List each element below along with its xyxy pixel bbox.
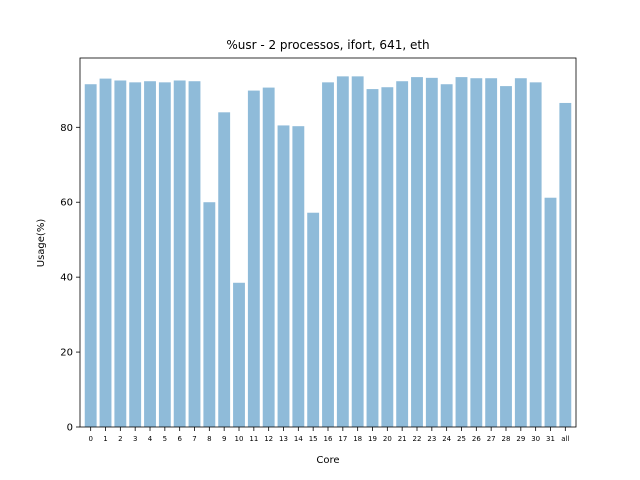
bar-core-4	[144, 81, 156, 427]
x-tick-label: 4	[148, 435, 153, 443]
bar-core-23	[425, 77, 438, 427]
x-tick-label: all	[561, 435, 569, 443]
x-tick-label: 17	[338, 435, 347, 443]
x-tick-label: 15	[309, 435, 318, 443]
x-tick-label: 8	[207, 435, 211, 443]
x-axis-label: Core	[316, 455, 339, 466]
bar-core-26	[470, 78, 483, 427]
x-tick-label: 12	[264, 435, 273, 443]
bar-core-30	[529, 82, 542, 427]
bar-core-all	[559, 102, 572, 427]
x-tick-label: 22	[413, 435, 422, 443]
bar-core-13	[277, 125, 290, 428]
bar-core-6	[173, 80, 186, 427]
bar-core-29	[514, 78, 527, 427]
bar-core-0	[84, 84, 97, 427]
x-tick-label: 23	[427, 435, 436, 443]
bars-group	[84, 76, 572, 428]
bar-core-19	[366, 89, 379, 427]
y-tick-label: 20	[60, 348, 73, 359]
bar-core-3	[129, 82, 142, 427]
x-tick-label: 11	[249, 435, 258, 443]
bar-core-22	[411, 77, 423, 428]
x-tick-label: 14	[294, 435, 303, 443]
x-tick-label: 2	[118, 435, 122, 443]
x-tick-label: 6	[177, 435, 182, 443]
y-tick-label: 80	[60, 123, 73, 134]
bar-core-31	[544, 197, 557, 427]
bar-core-9	[218, 112, 231, 427]
x-axis: 0 1 2 3 4 5 6 7 8 9 10 11 12 13 14 15 16 17 18 19 20 21 22 23 24…	[88, 427, 569, 443]
x-tick-label: 29	[516, 435, 525, 443]
x-tick-label: 3	[133, 435, 137, 443]
bar-core-1	[99, 78, 112, 427]
x-tick-label: 26	[472, 435, 481, 443]
bar-core-12	[262, 87, 275, 427]
x-tick-label: 20	[383, 435, 392, 443]
x-tick-label: 16	[324, 435, 333, 443]
bar-core-2	[114, 80, 127, 427]
y-tick-label: 60	[60, 198, 73, 209]
plot-frame	[79, 57, 577, 428]
x-tick-label: 13	[279, 435, 288, 443]
x-tick-label: 28	[502, 435, 511, 443]
bar-core-14	[292, 126, 305, 428]
x-tick-label: 24	[442, 435, 451, 443]
bar-core-10	[233, 282, 245, 427]
bar-core-5	[158, 82, 171, 427]
x-tick-label: 31	[546, 435, 555, 443]
x-tick-label: 9	[222, 435, 226, 443]
bar-core-24	[440, 84, 453, 427]
x-tick-label: 19	[368, 435, 377, 443]
bar-core-15	[307, 212, 320, 427]
bar-core-28	[500, 86, 512, 427]
x-tick-label: 0	[88, 435, 92, 443]
x-tick-label: 7	[192, 435, 196, 443]
chart-title: %usr - 2 processos, ifort, 641, eth	[226, 38, 429, 52]
bar-core-27	[485, 78, 498, 427]
x-tick-label: 5	[163, 435, 167, 443]
x-tick-label: 21	[398, 435, 407, 443]
bar-core-7	[188, 81, 201, 427]
bar-core-11	[247, 90, 260, 427]
bar-core-16	[322, 82, 334, 427]
y-tick-label: 0	[67, 423, 73, 434]
x-tick-label: 10	[235, 435, 244, 443]
x-tick-label: 1	[103, 435, 107, 443]
y-tick-label: 40	[60, 273, 73, 284]
bar-core-18	[351, 76, 364, 428]
x-tick-label: 25	[457, 435, 466, 443]
x-tick-label: 18	[353, 435, 362, 443]
bar-core-21	[396, 81, 409, 427]
bar-core-20	[381, 87, 394, 427]
x-tick-label: 30	[531, 435, 540, 443]
y-axis: 0 20 40 60 80	[60, 123, 80, 434]
bar-core-17	[336, 76, 349, 428]
bar-core-8	[203, 202, 216, 427]
x-tick-label: 27	[487, 435, 496, 443]
y-axis-label: Usage(%)	[36, 219, 47, 268]
bar-core-25	[455, 77, 468, 428]
